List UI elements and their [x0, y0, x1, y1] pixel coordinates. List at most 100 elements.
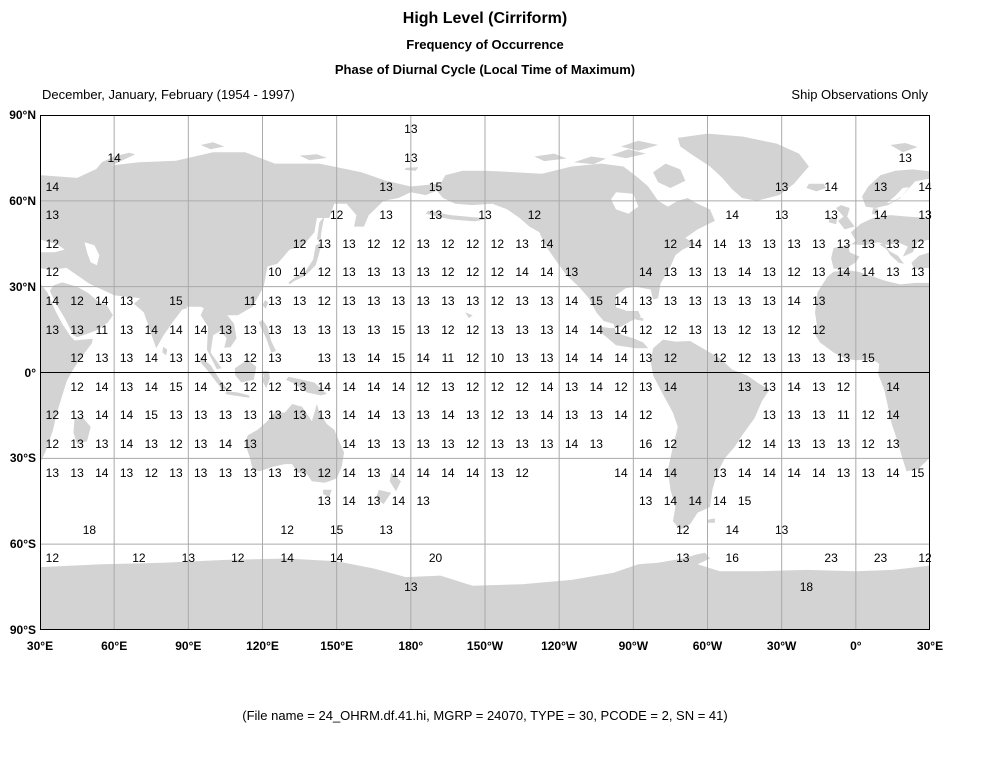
grid-value: 13 — [404, 580, 418, 595]
grid-value: 13 — [416, 494, 430, 509]
grid-value: 13 — [774, 179, 789, 194]
grid-value: 14 — [329, 551, 344, 566]
land-mass — [862, 169, 930, 208]
grid-value: 14 — [367, 351, 381, 366]
grid-value: 14 — [95, 465, 109, 480]
grid-value: 13 — [540, 437, 554, 452]
x-axis-label: 30°E — [916, 639, 944, 653]
grid-value: 13 — [391, 408, 406, 423]
grid-value: 14 — [639, 265, 653, 280]
land-mass — [40, 252, 74, 270]
land-mass — [574, 156, 607, 165]
grid-value: 13 — [218, 351, 233, 366]
land-mass — [40, 152, 441, 316]
grid-value: 13 — [292, 379, 307, 394]
grid-value: 13 — [218, 408, 233, 423]
grid-value: 13 — [515, 408, 529, 423]
grid-value: 14 — [762, 465, 776, 480]
grid-value: 13 — [762, 265, 776, 280]
grid-value: 14 — [45, 179, 60, 194]
grid-value: 14 — [824, 179, 838, 194]
grid-value: 14 — [194, 322, 208, 337]
grid-value: 14 — [663, 494, 678, 509]
land-mass — [288, 242, 322, 285]
grid-value: 13 — [762, 408, 776, 423]
grid-value: 12 — [243, 351, 257, 366]
grid-value: 13 — [713, 293, 727, 308]
grid-value: 14 — [45, 293, 60, 308]
grid-value: 12 — [676, 522, 690, 537]
subtitle-phase: Phase of Diurnal Cycle (Local Time of Ma… — [334, 62, 636, 77]
grid-value: 13 — [441, 293, 455, 308]
grid-value: 14 — [367, 408, 381, 423]
grid-value: 13 — [317, 322, 331, 337]
land-mass — [611, 306, 634, 316]
grid-value: 15 — [169, 379, 183, 394]
land-mass — [813, 270, 930, 472]
grid-value: 11 — [441, 351, 455, 366]
grid-value: 13 — [379, 208, 393, 223]
grid-value: 13 — [119, 465, 134, 480]
grid-value: 13 — [812, 408, 826, 423]
grid-value: 13 — [317, 236, 331, 251]
x-axis-label: 150°W — [466, 639, 504, 653]
grid-value: 13 — [268, 408, 282, 423]
grid-value: 13 — [119, 379, 134, 394]
grid-value: 13 — [490, 322, 505, 337]
grid-value: 13 — [812, 351, 826, 366]
land-mass — [199, 356, 228, 390]
grid-value: 11 — [95, 322, 109, 337]
land-mass — [653, 163, 686, 188]
grid-value: 14 — [95, 379, 109, 394]
sea-cutout — [611, 192, 639, 214]
grid-value: 12 — [861, 408, 875, 423]
grid-value: 12 — [45, 408, 60, 423]
grid-value: 13 — [95, 351, 109, 366]
grid-value: 13 — [663, 293, 678, 308]
grid-value: 12 — [812, 322, 826, 337]
grid-value: 14 — [564, 293, 579, 308]
grid-value: 12 — [465, 379, 480, 394]
grid-value: 13 — [873, 179, 888, 194]
grid-value: 14 — [144, 351, 158, 366]
grid-value: 13 — [639, 351, 653, 366]
grid-value: 12 — [70, 379, 84, 394]
grid-value: 14 — [144, 379, 158, 394]
grid-value: 12 — [367, 236, 381, 251]
grid-value: 13 — [379, 179, 393, 194]
grid-value: 13 — [119, 322, 134, 337]
grid-value: 13 — [515, 293, 529, 308]
y-axis-label: 0° — [24, 365, 36, 380]
grid-value: 13 — [787, 351, 801, 366]
grid-value: 13 — [70, 437, 84, 452]
grid-value: 14 — [515, 265, 529, 280]
grid-value: 13 — [404, 122, 418, 137]
land-mass — [871, 208, 879, 216]
grid-value: 12 — [787, 265, 801, 280]
grid-value: 15 — [589, 293, 603, 308]
grid-value: 14 — [391, 465, 406, 480]
grid-value: 12 — [663, 236, 678, 251]
x-axis-label: 90°W — [618, 639, 649, 653]
grid-value: 14 — [725, 208, 739, 223]
grid-value: 13 — [243, 408, 257, 423]
grid-value: 13 — [342, 265, 356, 280]
grid-value: 12 — [663, 437, 678, 452]
grid-value: 23 — [873, 551, 888, 566]
grid-value: 12 — [70, 293, 84, 308]
file-info-footer: (File name = 24_OHRM.df.41.hi, MGRP = 24… — [242, 708, 728, 723]
grid-value: 13 — [676, 551, 690, 566]
grid-value: 13 — [540, 351, 554, 366]
grid-value: 12 — [465, 351, 480, 366]
land-mass — [806, 183, 827, 192]
grid-value: 14 — [465, 465, 480, 480]
grid-value: 13 — [45, 465, 60, 480]
grid-value: 13 — [515, 236, 529, 251]
grid-value: 14 — [119, 408, 134, 423]
grid-value: 13 — [824, 208, 838, 223]
grid-value: 13 — [119, 293, 134, 308]
grid-value: 13 — [639, 293, 653, 308]
grid-value: 14 — [292, 265, 307, 280]
grid-value: 13 — [428, 208, 443, 223]
